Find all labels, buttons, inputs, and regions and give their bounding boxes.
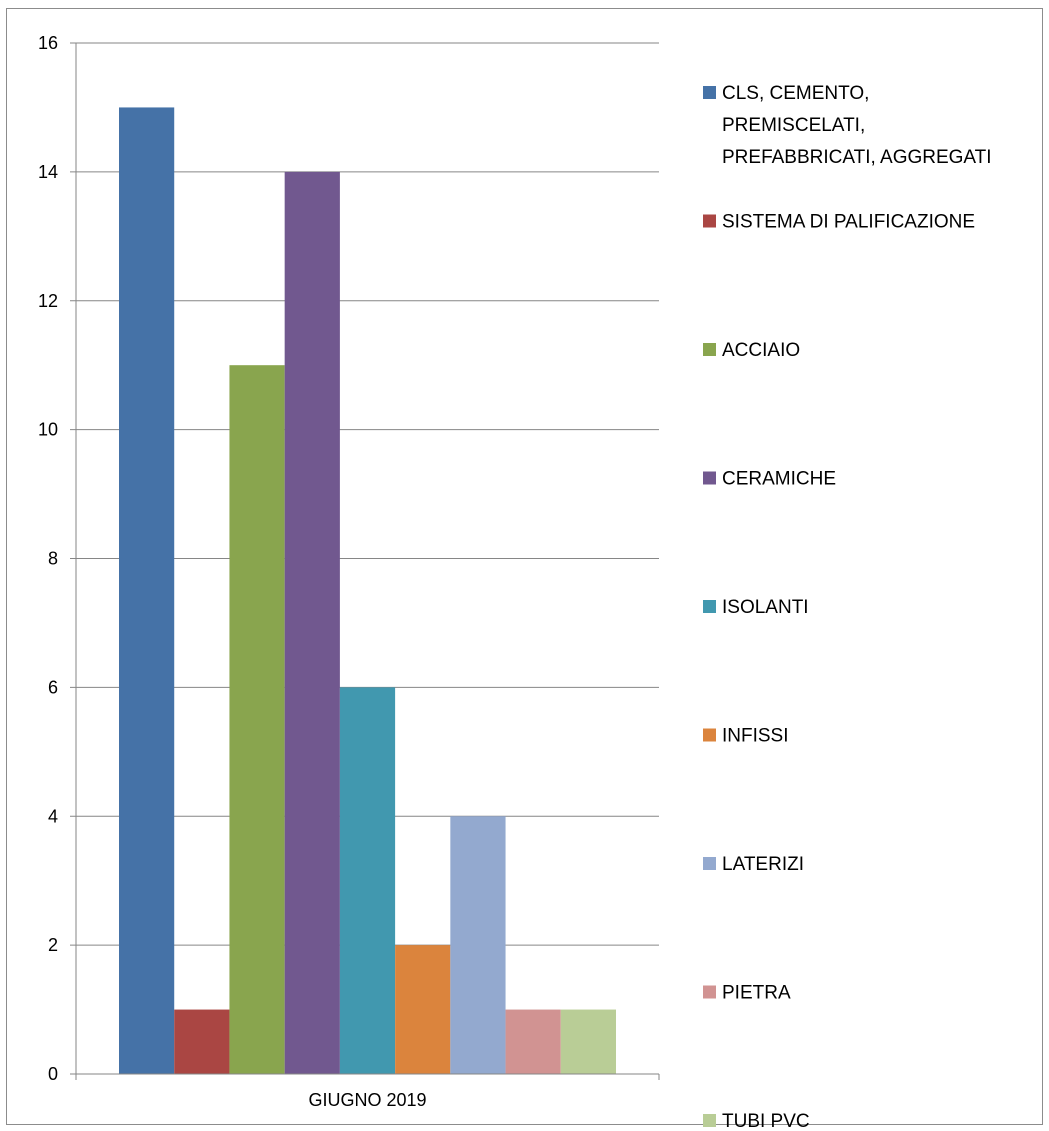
bar-isolanti	[339, 687, 396, 1074]
legend-label: PIETRA	[722, 983, 791, 1004]
legend-entry: SISTEMA DI PALIFICAZIONE	[703, 212, 975, 233]
legend-label: TUBI PVC	[722, 1111, 810, 1131]
y-tick-label: 8	[48, 549, 58, 569]
bar-cls-cemento-premiscelati-prefabbricati-aggregati	[119, 107, 175, 1074]
legend-entry: INFISSI	[703, 726, 789, 747]
legend-entry: ISOLANTI	[703, 597, 809, 618]
y-tick-label: 2	[48, 935, 58, 955]
legend: CLS, CEMENTO, PREMISCELATI, PREFABBRICATI,…	[703, 83, 992, 1131]
x-axis-ticks: GIUGNO 2019	[75, 1074, 660, 1110]
y-tick-label: 0	[48, 1064, 58, 1084]
bar-sistema-di-palificazione	[174, 1009, 230, 1074]
legend-label: CLS, CEMENTO,	[722, 83, 869, 104]
legend-label: CERAMICHE	[722, 469, 836, 490]
legend-swatch	[703, 600, 716, 613]
legend-label: PREFABBRICATI, AGGREGATI	[722, 147, 992, 168]
y-axis-ticks: 0 2 4 6 8 10 12 14 16	[38, 33, 76, 1084]
legend-entry: LATERIZI	[703, 854, 804, 875]
legend-label: ISOLANTI	[722, 597, 809, 618]
legend-swatch	[703, 728, 716, 742]
bar-pietra	[505, 1009, 561, 1074]
y-tick-label: 16	[38, 33, 58, 53]
legend-swatch	[703, 86, 716, 99]
legend-swatch	[703, 214, 716, 228]
bar-acciaio	[229, 365, 285, 1074]
legend-label: ACCIAIO	[722, 340, 800, 361]
legend-entry: PIETRA	[703, 983, 791, 1004]
y-tick-label: 4	[48, 806, 58, 826]
bar-infissi	[395, 945, 451, 1074]
bar-laterizi	[450, 816, 506, 1074]
legend-label: LATERIZI	[722, 854, 804, 875]
x-tick-label: GIUGNO 2019	[308, 1090, 426, 1110]
y-tick-label: 12	[38, 291, 58, 311]
bar-ceramiche	[284, 171, 340, 1074]
legend-swatch	[703, 857, 716, 870]
y-tick-label: 10	[38, 420, 58, 440]
legend-entry: TUBI PVC	[703, 1111, 810, 1131]
legend-label: PREMISCELATI,	[722, 115, 865, 136]
legend-entry: CERAMICHE	[703, 469, 836, 490]
legend-entry: ACCIAIO	[703, 340, 800, 361]
chart-frame	[6, 8, 1043, 1125]
bars	[119, 107, 616, 1074]
y-tick-label: 14	[38, 162, 58, 182]
legend-label: SISTEMA DI PALIFICAZIONE	[722, 212, 975, 233]
bar-tubi-pvc	[560, 1009, 616, 1074]
legend-entry: CLS, CEMENTO, PREMISCELATI, PREFABBRICATI,…	[703, 83, 992, 168]
legend-swatch	[703, 985, 716, 999]
legend-swatch	[703, 471, 716, 485]
legend-swatch	[703, 343, 716, 356]
legend-swatch	[703, 1114, 716, 1127]
legend-label: INFISSI	[722, 726, 789, 747]
y-tick-label: 6	[48, 677, 58, 697]
